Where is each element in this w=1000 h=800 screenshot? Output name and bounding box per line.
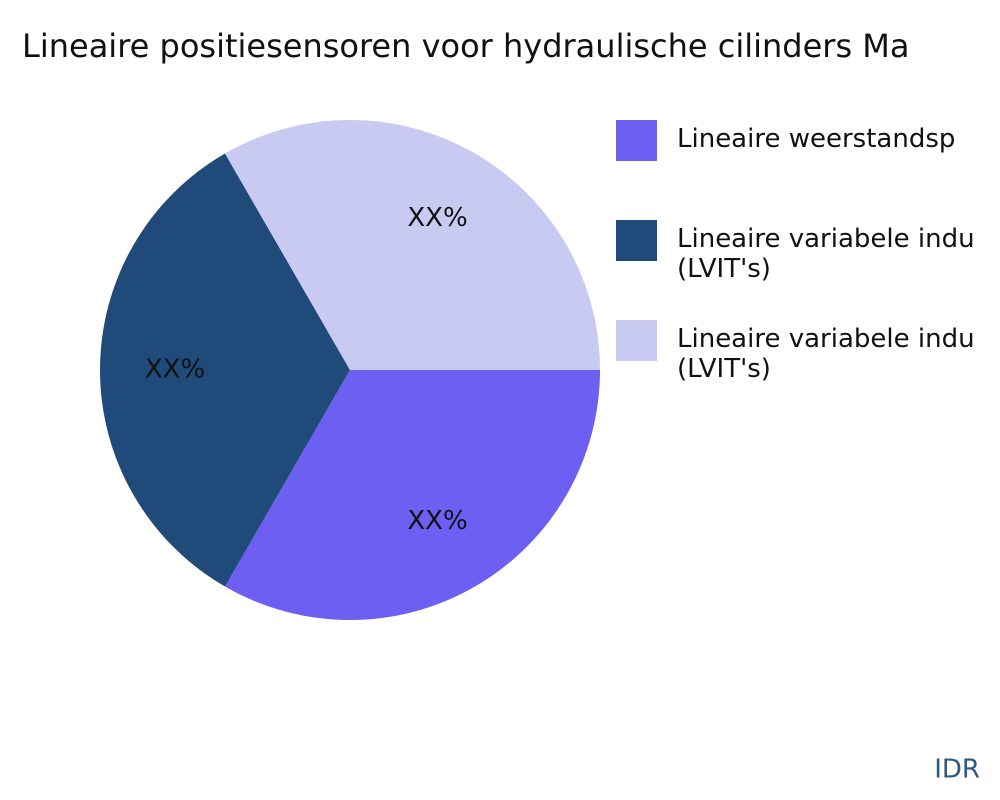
chart-title: Lineaire positiesensoren voor hydraulisc… [22,27,910,65]
legend-swatch [616,320,657,361]
legend-label: Lineaire variabele indu (LVIT's) [677,224,975,284]
watermark: IDR [934,755,980,785]
slice-label: XX% [407,506,467,536]
pie-slice [225,119,600,370]
legend-label: Lineaire variabele indu (LVIT's) [677,324,975,384]
pie-slice [225,370,600,620]
slice-label: XX% [407,203,467,233]
legend-swatch [616,120,657,161]
legend-label: Lineaire weerstandsp [677,124,956,154]
legend-swatch [616,220,657,261]
slice-label: XX% [145,355,205,385]
